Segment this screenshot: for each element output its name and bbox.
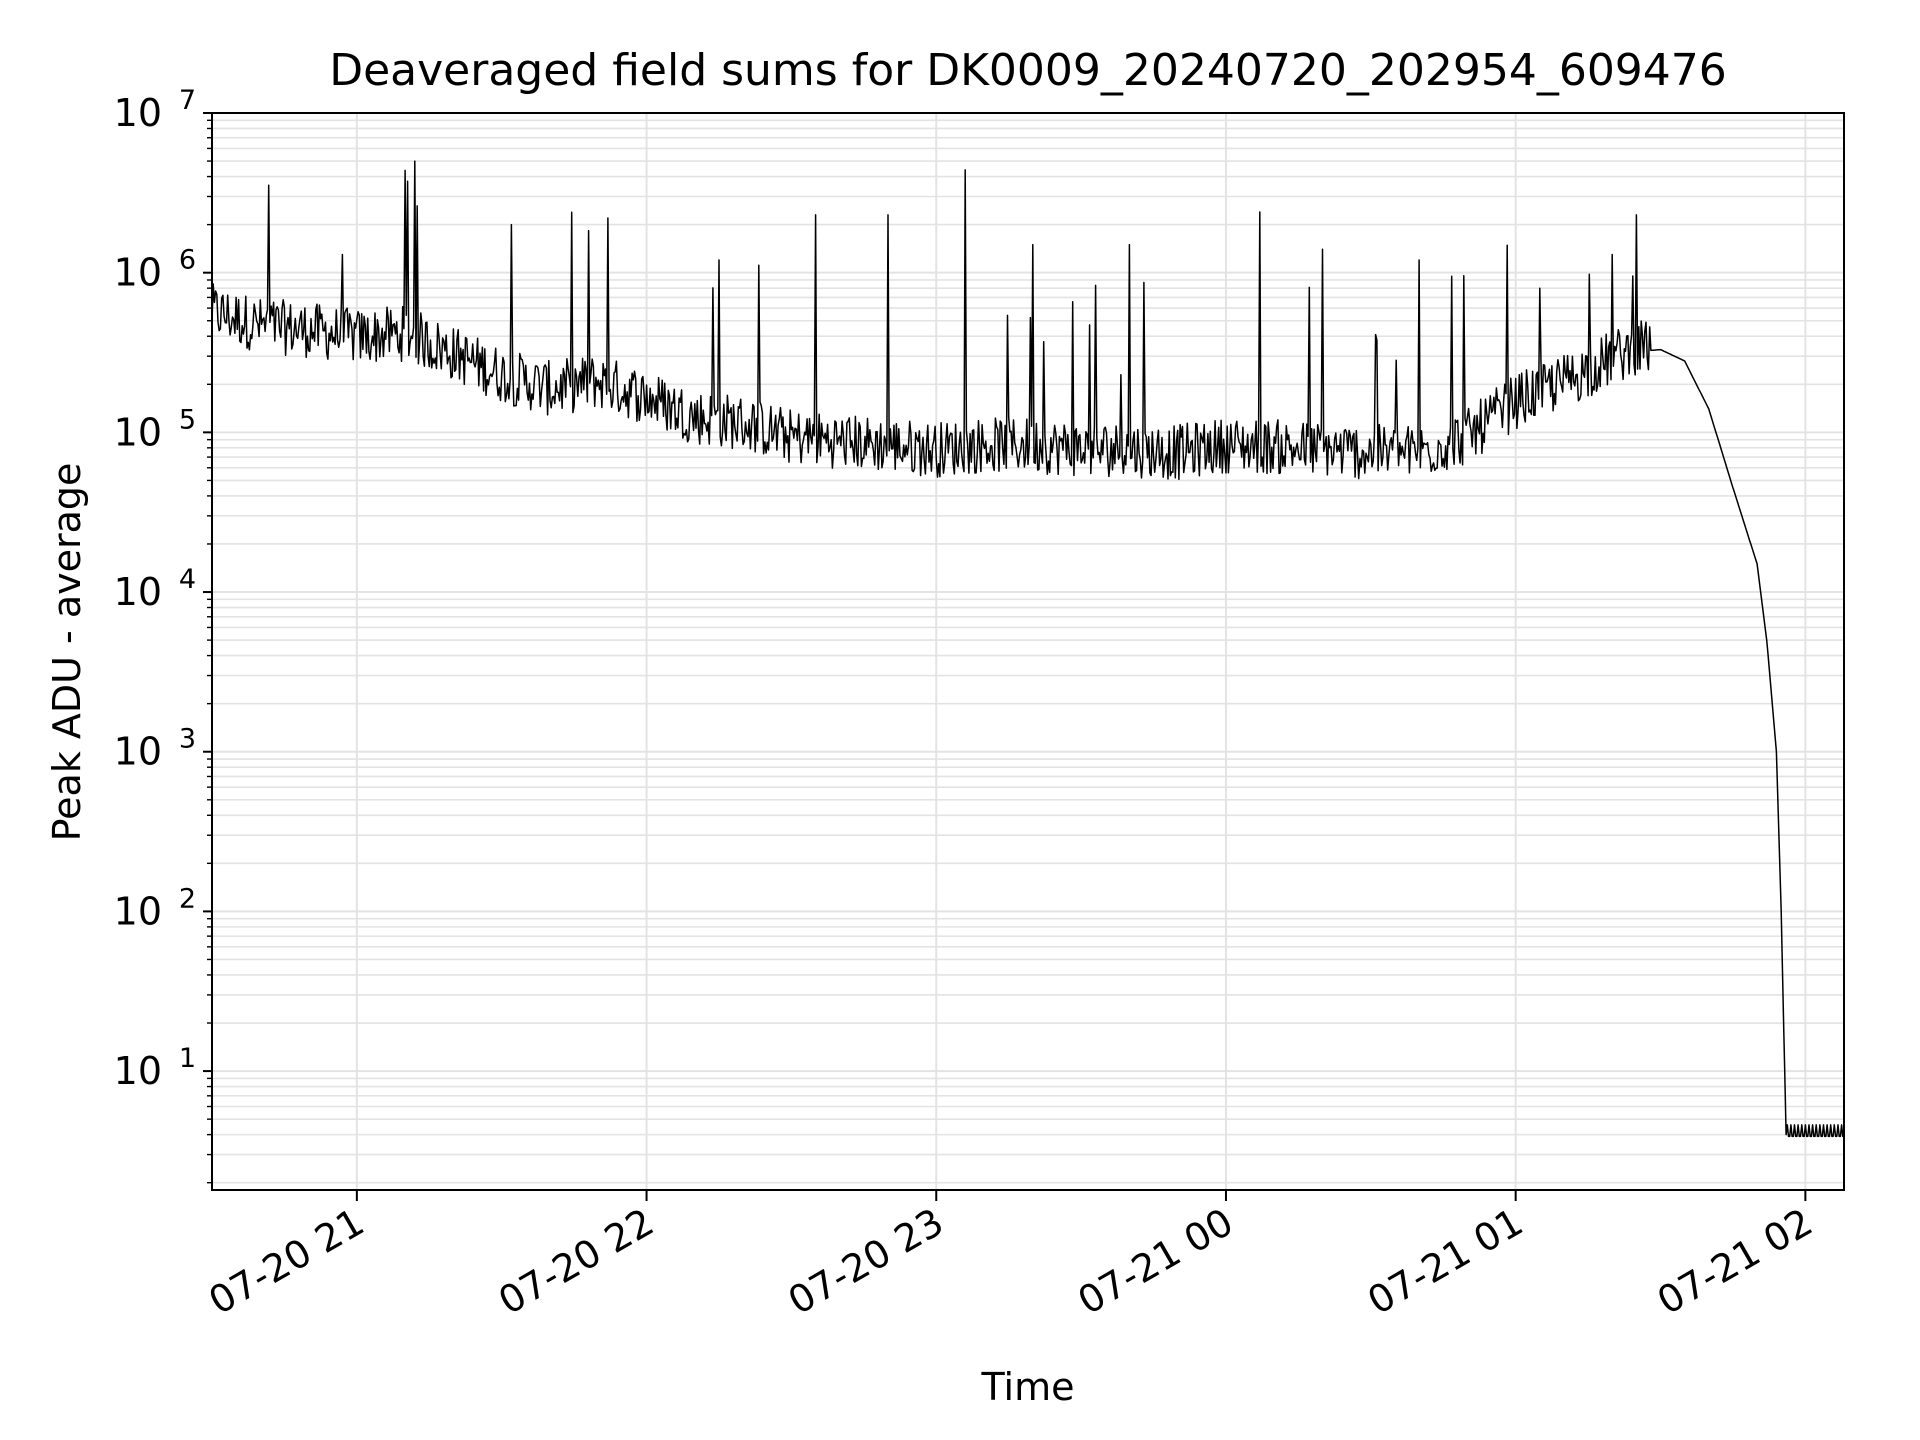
y-axis-label: Peak ADU - average (45, 463, 89, 842)
y-tick-label: 10 (114, 570, 162, 614)
y-tick-label: 10 (114, 410, 162, 454)
y-tick-label-exponent: 6 (179, 245, 196, 276)
y-tick-label: 10 (114, 1049, 162, 1093)
y-tick-label-exponent: 2 (179, 883, 196, 914)
y-tick-label-exponent: 3 (179, 724, 196, 755)
data-line-group (211, 160, 1844, 1138)
y-tick-label: 10 (114, 251, 162, 295)
y-tick-label-exponent: 4 (179, 564, 196, 595)
chart-title: Deaveraged field sums for DK0009_2024072… (329, 45, 1727, 96)
plot-frame (211, 112, 1845, 1191)
data-line (211, 160, 1844, 1138)
y-tick-label: 10 (114, 889, 162, 933)
y-tick-label: 10 (114, 91, 162, 135)
y-tick-label: 10 (114, 730, 162, 774)
y-tick-label-exponent: 1 (179, 1043, 196, 1074)
x-axis-label: Time (981, 1365, 1075, 1409)
y-tick-label-exponent: 7 (179, 85, 196, 116)
y-tick-label-exponent: 5 (179, 404, 196, 435)
